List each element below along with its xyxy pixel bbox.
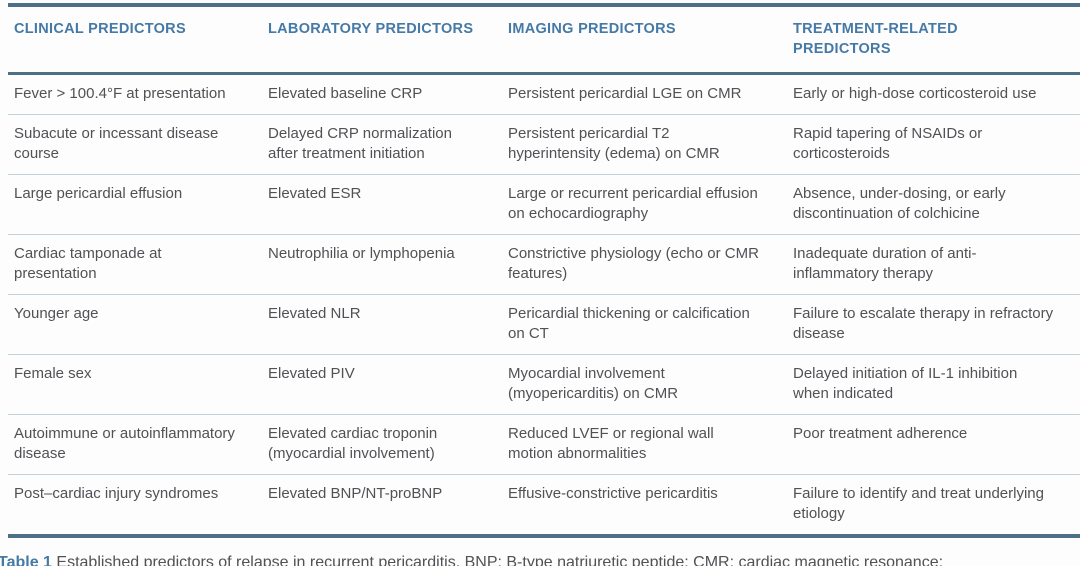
predictors-table-container: CLINICAL PREDICTORS LABORATORY PREDICTOR…: [8, 3, 1080, 538]
table-caption-text: Established predictors of relapse in rec…: [56, 554, 944, 566]
table-cell: Autoimmune or autoinflammatory disease: [14, 425, 235, 462]
table-cell: Persistent pericardial T2 hyperintensity…: [508, 125, 720, 162]
header-row: CLINICAL PREDICTORS LABORATORY PREDICTOR…: [8, 5, 1080, 74]
table-row: Younger age Elevated NLR Pericardial thi…: [8, 295, 1080, 355]
table-cell: Subacute or incessant disease course: [14, 125, 219, 162]
table-cell: Delayed CRP normalization after treatmen…: [268, 125, 452, 162]
table-cell: Poor treatment adherence: [793, 425, 968, 442]
predictors-table: CLINICAL PREDICTORS LABORATORY PREDICTOR…: [8, 3, 1080, 538]
column-header-imaging: IMAGING PREDICTORS: [508, 21, 676, 37]
table-cell: Persistent pericardial LGE on CMR: [508, 85, 742, 102]
table-row: Cardiac tamponade at presentation Neutro…: [8, 235, 1080, 295]
table-cell: Inadequate duration of anti-inflammatory…: [793, 245, 977, 282]
table-row: Fever > 100.4°F at presentation Elevated…: [8, 74, 1080, 115]
table-row: Large pericardial effusion Elevated ESR …: [8, 175, 1080, 235]
column-header-laboratory: LABORATORY PREDICTORS: [268, 21, 474, 37]
table-cell: Elevated cardiac troponin (myocardial in…: [268, 425, 438, 462]
table-cell: Pericardial thickening or calcification …: [508, 305, 750, 342]
table-cell: Myocardial involvement (myopericarditis)…: [508, 365, 679, 402]
table-cell: Rapid tapering of NSAIDs or corticostero…: [793, 125, 983, 162]
table-cell: Effusive-constrictive pericarditis: [508, 485, 718, 502]
table-cell: Elevated ESR: [268, 185, 362, 202]
table-cell: Cardiac tamponade at presentation: [14, 245, 162, 282]
table-cell: Elevated baseline CRP: [268, 85, 423, 102]
table-cell: Reduced LVEF or regional wall motion abn…: [508, 425, 714, 462]
table-cell: Large or recurrent pericardial effusion …: [508, 185, 758, 222]
table-cell: Post–cardiac injury syndromes: [14, 485, 219, 502]
table-row: Post–cardiac injury syndromes Elevated B…: [8, 475, 1080, 536]
table-cell: Absence, under-dosing, or early disconti…: [793, 185, 1006, 222]
table-row: Autoimmune or autoinflammatory disease E…: [8, 415, 1080, 475]
table-cell: Constrictive physiology (echo or CMR fea…: [508, 245, 759, 282]
table-cell: Delayed initiation of IL-1 inhibition wh…: [793, 365, 1018, 402]
table-cell: Elevated NLR: [268, 305, 361, 322]
table-cell: Failure to escalate therapy in refractor…: [793, 305, 1054, 342]
table-cell: Early or high-dose corticosteroid use: [793, 85, 1037, 102]
table-caption: Table 1 Established predictors of relaps…: [0, 552, 1080, 566]
column-header-clinical: CLINICAL PREDICTORS: [14, 21, 186, 37]
table-cell: Elevated BNP/NT-proBNP: [268, 485, 443, 502]
table-caption-label: Table 1: [0, 554, 52, 566]
table-cell: Neutrophilia or lymphopenia: [268, 245, 455, 262]
table-cell: Elevated PIV: [268, 365, 355, 382]
table-row: Subacute or incessant disease course Del…: [8, 115, 1080, 175]
table-cell: Female sex: [14, 365, 92, 382]
table-cell: Failure to identify and treat underlying…: [793, 485, 1044, 522]
table-row: Female sex Elevated PIV Myocardial invol…: [8, 355, 1080, 415]
column-header-treatment: TREATMENT-RELATED PREDICTORS: [793, 21, 958, 57]
table-cell: Younger age: [14, 305, 99, 322]
table-cell: Fever > 100.4°F at presentation: [14, 85, 226, 102]
table-cell: Large pericardial effusion: [14, 185, 183, 202]
